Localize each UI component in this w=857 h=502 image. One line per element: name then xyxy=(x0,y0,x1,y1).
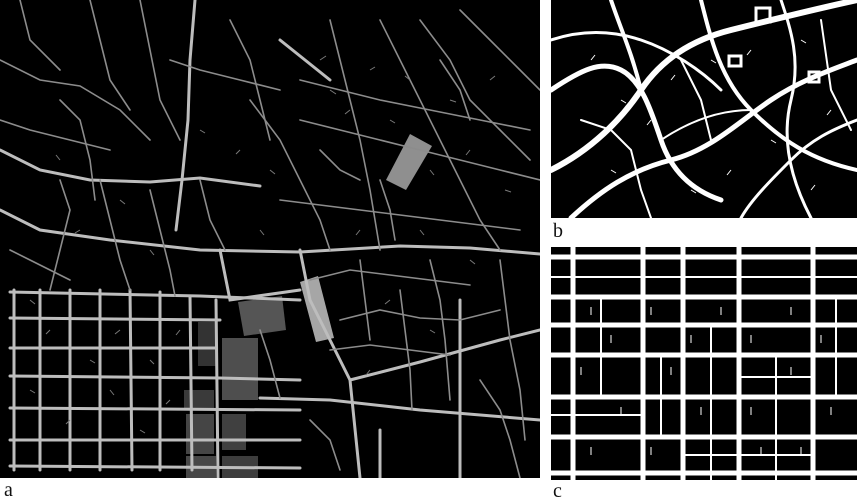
panel-label-c: c xyxy=(553,480,562,502)
building-outline xyxy=(754,6,772,24)
minor-roads xyxy=(0,0,540,478)
building-outline xyxy=(807,70,821,84)
road-network-c xyxy=(551,247,857,480)
map-panel-a xyxy=(0,0,540,478)
shaded-block xyxy=(238,296,286,336)
shaded-block xyxy=(222,338,258,400)
road-ticks xyxy=(29,55,512,434)
map-panel-c xyxy=(551,247,857,480)
network-c-minor xyxy=(551,276,857,480)
panel-label-a: a xyxy=(4,479,13,501)
major-roads xyxy=(0,0,540,478)
shaded-block xyxy=(300,276,334,342)
network-b-roads xyxy=(551,0,857,218)
shaded-block xyxy=(222,414,246,450)
building-outline xyxy=(727,54,743,68)
panel-label-b: b xyxy=(553,220,563,242)
network-c-ticks xyxy=(580,307,832,455)
shaded-block xyxy=(386,134,432,190)
road-network-a xyxy=(0,0,540,478)
network-c-grid xyxy=(551,247,857,480)
road-network-b xyxy=(551,0,857,218)
shaded-block xyxy=(184,390,214,410)
map-panel-b xyxy=(551,0,857,218)
shaded-block xyxy=(198,322,216,366)
network-b-ticks xyxy=(590,39,832,194)
